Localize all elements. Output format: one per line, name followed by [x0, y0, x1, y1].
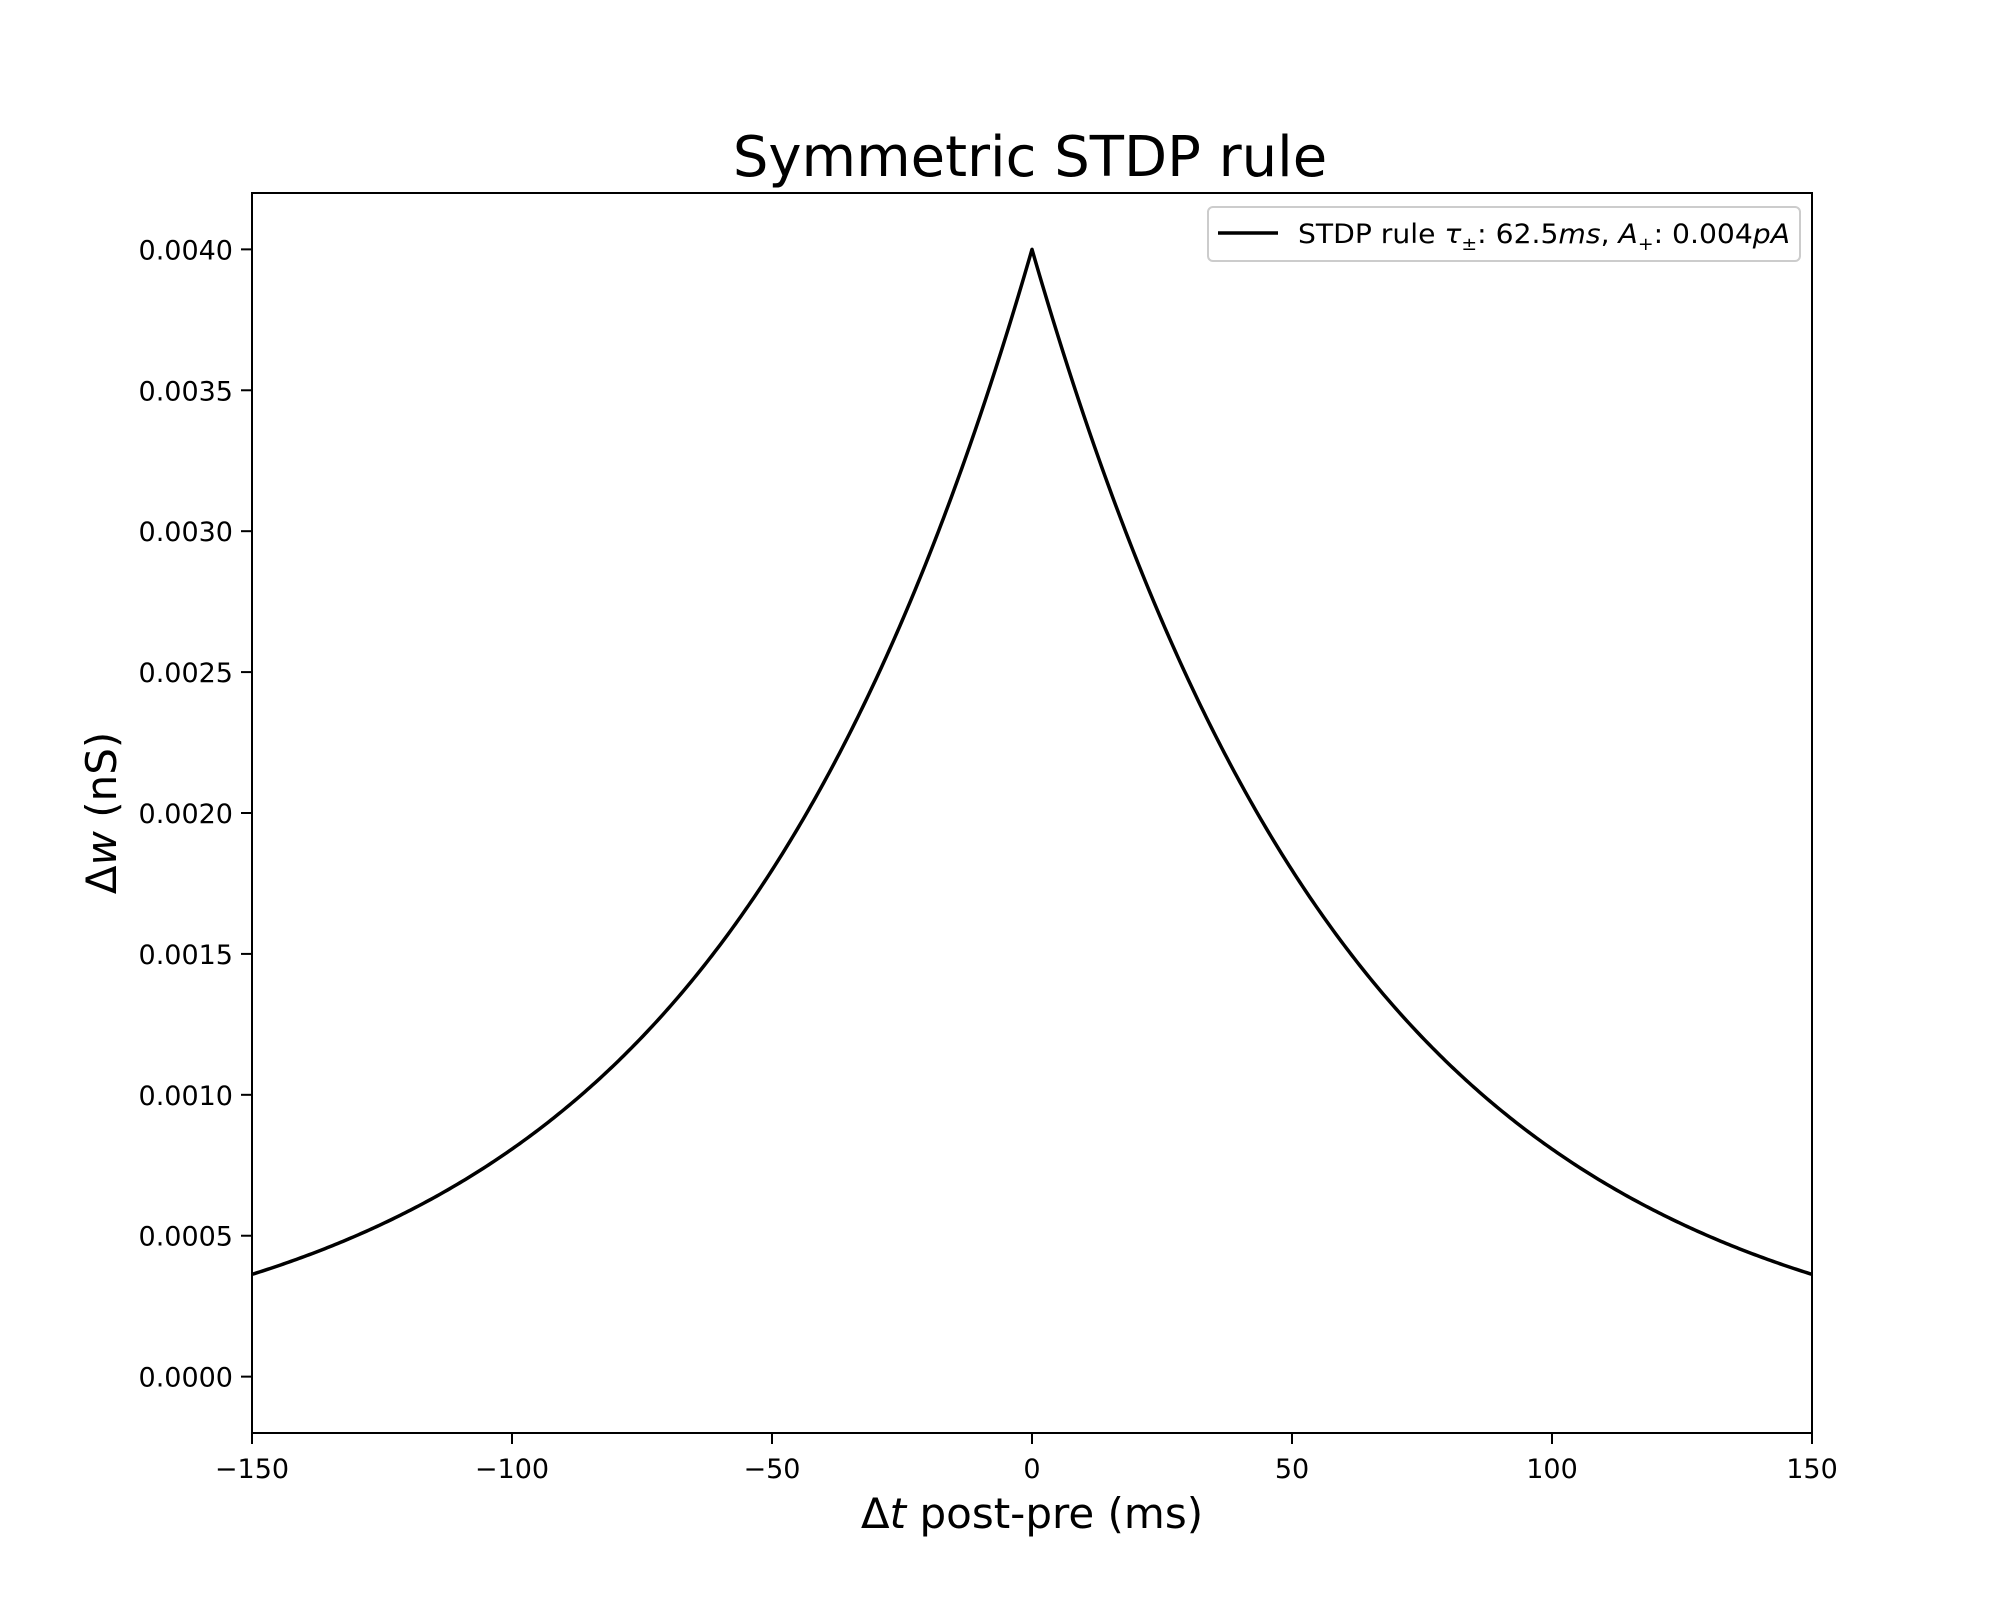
series-line [251, 247, 1813, 1277]
chart-title: Symmetric STDP rule [733, 125, 1327, 190]
x-tick-label: 0 [1023, 1454, 1040, 1485]
x-tick-label: −150 [215, 1454, 289, 1485]
x-axis: −150 −100 −50 0 50 100 150 [215, 1433, 1838, 1485]
y-tick-label: 0.0030 [139, 517, 233, 548]
y-tick-label: 0.0020 [139, 799, 233, 830]
y-tick-label: 0.0005 [139, 1222, 233, 1253]
x-tick-label: 150 [1786, 1454, 1838, 1485]
x-tick-label: 50 [1275, 1454, 1309, 1485]
y-axis: 0.0000 0.0005 0.0010 0.0015 0.0020 0.0025 0.00… [139, 235, 252, 1394]
legend: STDP rule τ±: 62.5 ms, A+: 0.004 pA [1207, 206, 1801, 262]
y-axis-label: Δw (nS) [77, 732, 126, 895]
x-axis-label: Δt post-pre (ms) [861, 1489, 1203, 1538]
y-tick-label: 0.0040 [139, 235, 233, 266]
x-tick-label: −50 [744, 1454, 801, 1485]
y-tick-label: 0.0015 [139, 940, 233, 971]
y-tick-label: 0.0025 [139, 658, 233, 689]
plot-frame [251, 192, 1813, 1434]
x-tick-label: −100 [475, 1454, 549, 1485]
y-tick-label: 0.0000 [139, 1363, 233, 1394]
y-tick-label: 0.0035 [139, 376, 233, 407]
legend-entry: STDP rule τ±: 62.5 ms, A+: 0.004 pA [1298, 219, 1790, 255]
x-tick-label: 100 [1526, 1454, 1578, 1485]
y-tick-label: 0.0010 [139, 1081, 233, 1112]
legend-box [1207, 206, 1801, 262]
